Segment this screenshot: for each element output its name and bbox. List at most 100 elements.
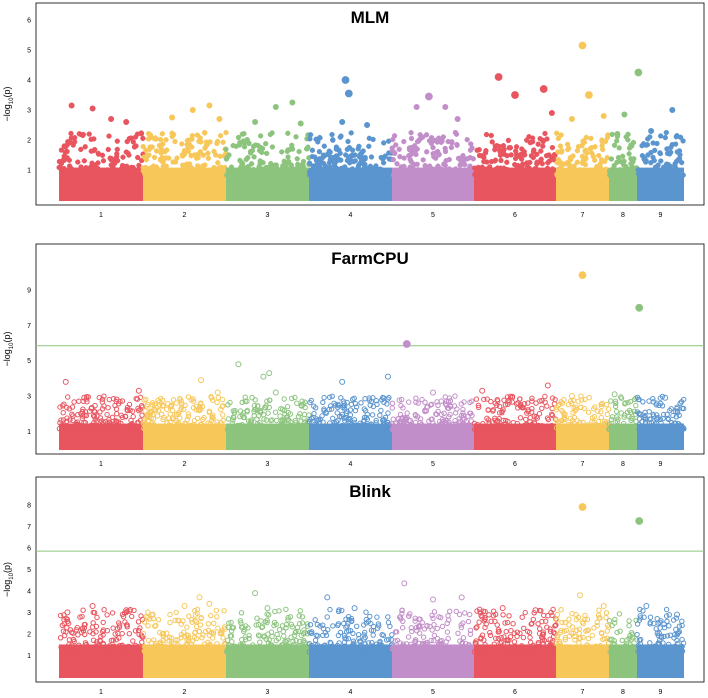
snp-point [252,407,258,413]
snp-point [190,398,197,404]
snp-point [87,423,93,429]
snp-point [217,133,224,139]
top-hit-point-chr8 [635,303,644,312]
snp-point [448,403,454,410]
snp-point [114,411,120,417]
snp-point [119,642,126,649]
snp-point [606,168,613,174]
snp-point [210,648,217,654]
snp-point [538,425,544,432]
snp-point [182,645,188,652]
snp-point [611,165,617,171]
snp-point [427,426,434,433]
snp-point [394,161,400,167]
snp-point [509,393,516,400]
snp-point [492,166,499,173]
snp-point [637,649,643,655]
snp-point [280,406,286,412]
snp-point [192,617,198,624]
snp-point [223,129,229,136]
snp-point [241,627,248,633]
snp-point [602,138,609,145]
snp-point [529,409,535,415]
snp-point [495,635,501,642]
snp-point [569,400,575,406]
snp-point [196,166,202,172]
snp-point [336,640,342,646]
snp-point [424,648,430,655]
snp-point [343,616,349,622]
series-chr4 [307,393,392,450]
snp-point [457,162,463,168]
snp-point [179,141,185,147]
snp-point [131,607,137,614]
top-hit-point-chr9 [643,603,650,609]
snp-point [168,644,175,650]
top-hit-point-chr6 [499,605,506,612]
snp-point [424,168,430,174]
snp-point [194,426,201,432]
snp-point [328,649,334,655]
snp-point [663,606,670,613]
snp-point [95,165,101,172]
snp-point [297,608,303,614]
snp-point [676,623,683,629]
top-hit-point-chr5 [430,596,436,603]
snp-point [317,623,323,629]
snp-point [498,425,504,432]
snp-point [361,636,367,642]
snp-point [291,171,297,178]
snp-point [471,420,478,427]
snp-point [349,644,356,650]
snp-point [672,141,679,147]
top-hit-point-chr4 [339,378,346,385]
snp-point [331,422,338,428]
snp-point [108,421,114,427]
snp-point [244,136,250,143]
snp-point [299,426,306,432]
snp-point [230,414,237,420]
snp-point [614,629,620,636]
snp-point [293,419,299,426]
snp-point [519,146,525,152]
snp-point [337,150,343,156]
snp-point [208,612,214,619]
snp-point [261,416,267,422]
snp-point [356,162,362,168]
top-hit-point-chr1 [89,603,96,609]
snp-point [281,649,288,655]
y-tick-label: 9 [27,288,31,295]
snp-point [193,647,199,653]
snp-point [266,646,272,652]
snp-point [327,420,333,426]
snp-point [250,642,256,648]
snp-point [128,417,134,424]
top-hit-point-chr2 [196,594,203,601]
snp-point [241,131,247,137]
snp-point [452,393,458,399]
top-hit-point-chr2 [169,114,176,121]
snp-point [211,164,217,171]
snp-point [560,409,566,415]
snp-point [490,408,496,414]
snp-point [536,411,543,417]
snp-point [217,423,223,429]
snp-point [408,135,415,142]
snp-point [453,421,459,427]
snp-point [138,613,144,619]
snp-point [289,624,295,630]
snp-point [554,130,560,136]
snp-point [255,621,262,628]
snp-point [590,153,596,160]
snp-point [307,418,313,425]
snp-point [316,172,322,178]
snp-point [364,648,370,654]
snp-point [556,640,562,646]
snp-point [653,425,660,431]
snp-point [64,616,71,622]
snp-point [170,426,177,433]
snp-point [601,636,608,642]
snp-point [351,419,357,425]
snp-point [606,421,612,427]
